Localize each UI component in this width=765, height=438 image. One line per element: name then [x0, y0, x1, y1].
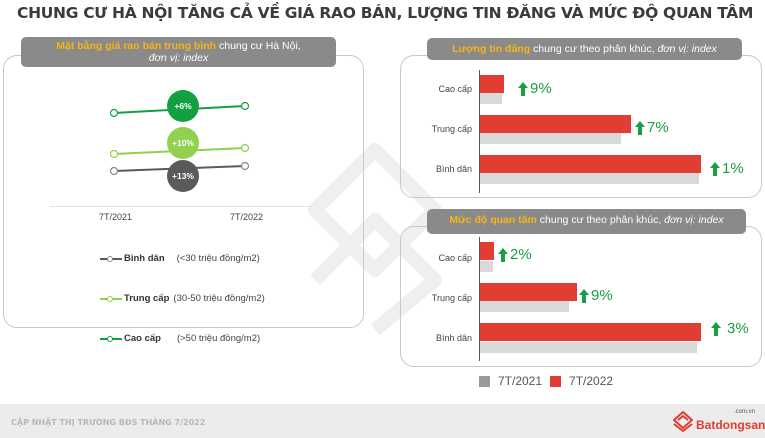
interest-y-axis	[479, 237, 480, 361]
interest-cat-trung-cap: Trung cấp	[431, 293, 472, 303]
page-title: CHUNG CƯ HÀ NỘI TĂNG CẢ VỀ GIÁ RAO BÁN, …	[17, 4, 754, 22]
listings-cat-trung-cap: Trung cấp	[431, 124, 472, 134]
legend-item-2022: 7T/2022	[548, 374, 613, 388]
price-line-chart	[109, 101, 250, 176]
legend-binh-dan: Bình dân (<30 triệu đồng/m2)	[100, 253, 260, 264]
interest-delta-cao-cap: 2%	[498, 246, 532, 263]
legend-cao-cap: Cao cấp (>50 triệu đồng/m2)	[100, 333, 260, 344]
x-tick-2021: 7T/2021	[99, 212, 133, 222]
interest-bar-2022-cao-cap	[480, 242, 494, 260]
footer-text: CẬP NHẬT THỊ TRƯỜNG BĐS THÁNG 7/2022	[11, 418, 206, 427]
header-highlight: Mặt bằng giá rao bán trung bình	[56, 40, 217, 52]
header-unit: đơn vị: index	[657, 43, 717, 55]
legend-label: 7T/2022	[569, 374, 614, 388]
header-highlight: Mức độ quan tâm	[449, 214, 537, 226]
listings-delta-binh-dan: 1%	[710, 160, 744, 177]
legend-desc: (>50 triệu đồng/m2)	[176, 333, 261, 344]
legend-name: Trung cấp	[124, 293, 170, 304]
listings-delta-cao-cap: 9%	[518, 80, 552, 97]
delta-value: 3%	[727, 320, 749, 337]
legend-item-2021: 7T/2021	[479, 374, 542, 388]
legend-swatch-icon	[100, 294, 122, 304]
x-axis-line	[50, 206, 312, 207]
legend-desc: (<30 triệu đồng/m2)	[176, 253, 260, 264]
interest-bar-2021-binh-dan	[480, 342, 697, 353]
bubble-trung-cap: +10%	[167, 127, 199, 159]
interest-bar-2021-trung-cap	[480, 301, 569, 312]
interest-bar-2021-cao-cap	[480, 261, 493, 272]
listings-cat-binh-dan: Bình dân	[435, 164, 472, 174]
bubble-binh-dan: +13%	[167, 160, 199, 192]
interest-cat-binh-dan: Bình dân	[435, 333, 472, 343]
brand-logo: Batdongsan .com.vn	[672, 409, 765, 432]
legend-swatch-icon	[100, 334, 122, 344]
price-panel-header: Mặt bằng giá rao bán trung bình chung cư…	[21, 37, 336, 67]
delta-value: 1%	[722, 160, 744, 177]
batdongsan-logo-icon	[673, 411, 693, 432]
legend-trung-cap: Trung cấp (30-50 triệu đồng/m2)	[100, 293, 265, 304]
interest-panel-header: Mức độ quan tâm chung cư theo phân khúc,…	[427, 209, 746, 234]
legend-label: 7T/2021	[498, 374, 543, 388]
delta-value: 9%	[530, 80, 552, 97]
listings-bar-2022-cao-cap	[480, 75, 504, 93]
brand-name: Batdongsan	[696, 418, 765, 432]
legend-name: Bình dân	[124, 253, 165, 264]
bar-legend: 7T/2021 7T/2022	[479, 374, 619, 388]
listings-bar-2021-binh-dan	[480, 173, 699, 184]
header-text: chung cư theo phân khúc,	[536, 214, 665, 226]
listings-cat-cao-cap: Cao cấp	[438, 84, 472, 94]
listings-bar-2021-cao-cap	[480, 93, 502, 104]
bubble-cao-cap: +6%	[167, 90, 199, 122]
listings-bar-2021-trung-cap	[480, 133, 621, 144]
header-unit: đơn vị: index	[148, 52, 209, 64]
interest-bar-2022-trung-cap	[480, 283, 577, 301]
brand-tld: .com.vn	[734, 409, 756, 415]
interest-cat-cao-cap: Cao cấp	[438, 253, 472, 263]
interest-delta-binh-dan: 3%	[711, 320, 749, 337]
interest-delta-trung-cap: 9%	[579, 287, 613, 304]
arrow-up-icon	[498, 247, 508, 262]
legend-swatch-red-icon	[550, 375, 562, 387]
header-text: chung cư theo phân khúc,	[530, 43, 658, 55]
interest-bar-2022-binh-dan	[480, 323, 701, 341]
listings-bar-2022-trung-cap	[480, 115, 631, 133]
arrow-up-icon	[711, 321, 721, 336]
delta-value: 7%	[647, 119, 669, 136]
delta-value: 9%	[591, 287, 613, 304]
legend-name: Cao cấp	[124, 333, 161, 344]
listings-bar-2022-binh-dan	[480, 155, 701, 173]
arrow-up-icon	[518, 81, 528, 96]
arrow-up-icon	[710, 161, 720, 176]
legend-desc: (30-50 triệu đồng/m2)	[173, 293, 265, 304]
listings-y-axis	[479, 70, 480, 193]
header-text: chung cư Hà Nội,	[216, 40, 301, 52]
legend-swatch-icon	[100, 254, 122, 264]
delta-value: 2%	[510, 246, 532, 263]
listings-panel-header: Lượng tin đăng chung cư theo phân khúc, …	[427, 38, 742, 60]
legend-swatch-gray-icon	[479, 375, 490, 387]
x-tick-2022: 7T/2022	[230, 212, 264, 222]
footer: CẬP NHẬT THỊ TRƯỜNG BĐS THÁNG 7/2022 Bat…	[0, 404, 765, 438]
arrow-up-icon	[635, 120, 645, 135]
header-highlight: Lượng tin đăng	[452, 43, 531, 55]
header-unit: đơn vị: index	[664, 214, 724, 226]
arrow-up-icon	[579, 288, 589, 303]
listings-delta-trung-cap: 7%	[635, 119, 669, 136]
